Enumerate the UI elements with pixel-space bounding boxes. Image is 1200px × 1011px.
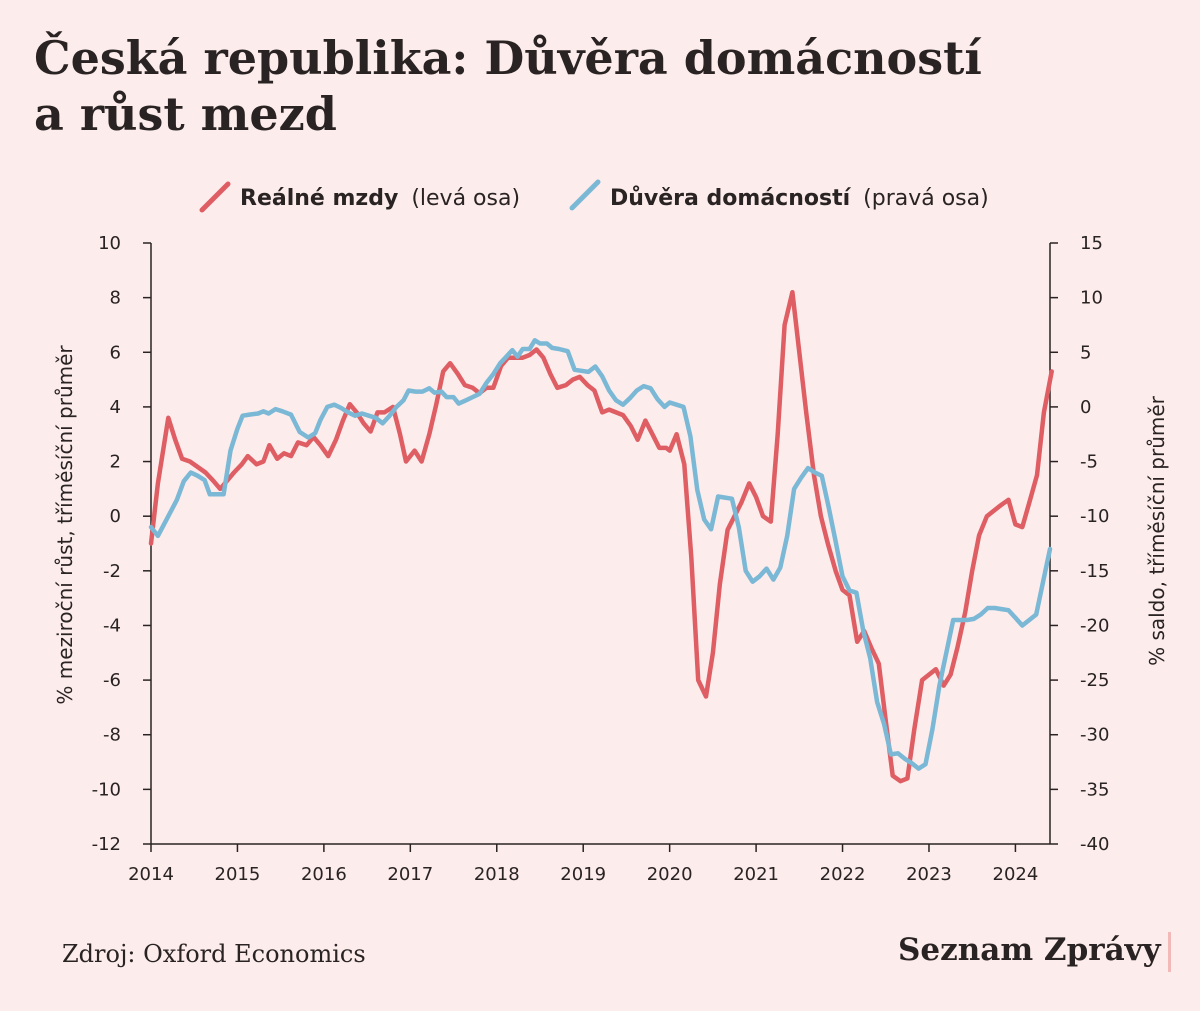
y-right-tick-label: -5	[1080, 452, 1098, 473]
chart-title-line-1: Česká republika: Důvěra domácností	[34, 31, 982, 85]
y-left-tick-label: 4	[110, 397, 121, 418]
legend-wages-swatch	[199, 181, 231, 213]
y-left-tick-label: -10	[92, 779, 121, 800]
y-left-tick-label: -6	[103, 670, 121, 691]
y-left-tick-label: -8	[103, 725, 121, 746]
brand-logo: Seznam Zprávy	[898, 932, 1161, 968]
y-left-tick-label: -4	[103, 615, 121, 636]
legend-wages-label: Reálné mzdy (levá osa)	[240, 186, 520, 211]
y-right-tick-label: -10	[1080, 506, 1109, 527]
legend-confidence-name: Důvěra domácností	[610, 186, 852, 211]
y-left-tick-label: -12	[92, 834, 121, 855]
legend-wages-name: Reálné mzdy	[240, 186, 398, 211]
y-right-tick-label: -15	[1080, 561, 1109, 582]
x-tick-label: 2019	[560, 864, 606, 885]
y-right-tick-label: 15	[1080, 233, 1103, 254]
x-tick-label: 2024	[993, 864, 1039, 885]
x-tick-label: 2017	[387, 864, 433, 885]
y-right-tick-label: -40	[1080, 834, 1109, 855]
x-tick-label: 2016	[301, 864, 347, 885]
y-left-tick-label: 0	[110, 506, 121, 527]
x-tick-label: 2021	[733, 864, 779, 885]
y-left-tick-label: 10	[98, 233, 121, 254]
legend-confidence-axis-note: (pravá osa)	[863, 186, 989, 211]
chart-title-line-2: a růst mezd	[34, 87, 337, 141]
y-right-tick-label: 10	[1080, 288, 1103, 309]
series-line-confidence	[148, 338, 1053, 771]
series-line-wages	[148, 289, 1054, 784]
x-tick-label: 2023	[906, 864, 952, 885]
series-lines	[148, 289, 1054, 784]
y-left-tick-label: 6	[110, 342, 121, 363]
y-right-tick-label: -25	[1080, 670, 1109, 691]
x-tick-label: 2020	[647, 864, 693, 885]
legend-wages-axis-note: (levá osa)	[411, 186, 520, 211]
y-left-axis-title: % meziroční růst, tříměsíční průměr	[53, 345, 77, 705]
x-tick-label: 2018	[474, 864, 520, 885]
y-left-tick-label: -2	[103, 561, 121, 582]
axes: 10 8 6 4 2 0 -2 -4 -6 -8 -10 -12 15 10 5 0 -5 -10 -15 -20 -2…	[92, 233, 1110, 885]
chart-title: Česká republika: Důvěra domácností a růs…	[34, 30, 1134, 142]
y-right-tick-label: -30	[1080, 725, 1109, 746]
y-right-tick-label: -20	[1080, 615, 1109, 636]
legend-confidence-label: Důvěra domácností (pravá osa)	[610, 186, 989, 211]
brand-bar	[1168, 932, 1171, 972]
y-left-tick-label: 8	[110, 288, 121, 309]
y-left-tick-label: 2	[110, 452, 121, 473]
source-note: Zdroj: Oxford Economics	[62, 940, 366, 968]
y-right-tick-label: -35	[1080, 779, 1109, 800]
x-tick-label: 2022	[820, 864, 866, 885]
legend: Reálné mzdy (levá osa) Důvěra domácností…	[199, 179, 989, 213]
x-tick-label: 2014	[128, 864, 174, 885]
x-tick-label: 2015	[215, 864, 261, 885]
y-right-tick-label: 0	[1080, 397, 1091, 418]
legend-confidence-swatch	[569, 179, 601, 211]
y-right-tick-label: 5	[1080, 342, 1091, 363]
y-right-axis-title: % saldo, tříměsíční průměr	[1145, 395, 1169, 666]
